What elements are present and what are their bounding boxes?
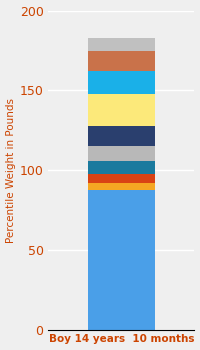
Bar: [88, 146, 155, 161]
Bar: [88, 190, 155, 330]
Bar: [88, 50, 155, 71]
Bar: [88, 94, 155, 126]
Bar: [88, 174, 155, 183]
Y-axis label: Percentile Weight in Pounds: Percentile Weight in Pounds: [6, 98, 16, 243]
Bar: [88, 126, 155, 146]
Bar: [88, 161, 155, 174]
Bar: [88, 71, 155, 94]
Bar: [88, 38, 155, 50]
Bar: [88, 183, 155, 190]
